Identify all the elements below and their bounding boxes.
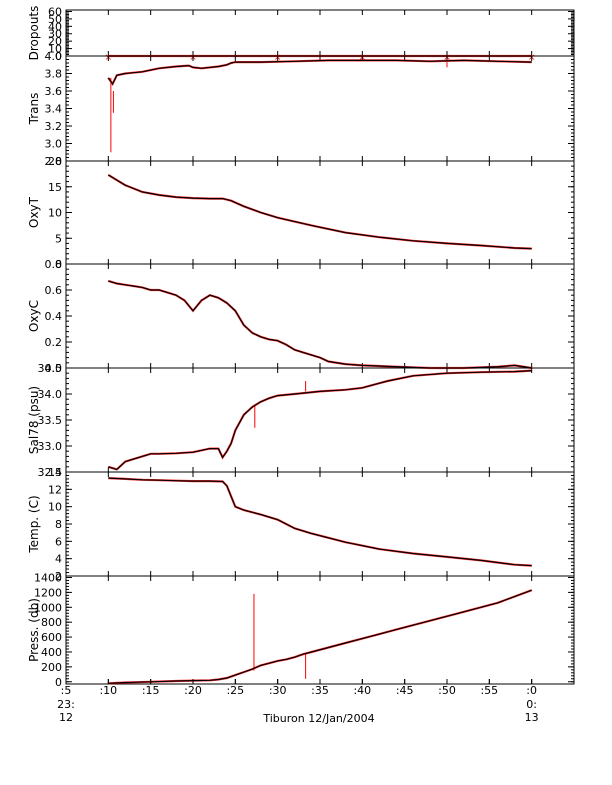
y-tick-label: 60 [48, 5, 62, 18]
x-tick-label: :40 [353, 684, 371, 697]
x-tick-label: :30 [269, 684, 287, 697]
y-tick-label: 4 [55, 553, 62, 566]
y-axis-label: OxyC [27, 300, 41, 332]
x-tick-label: :45 [396, 684, 414, 697]
y-tick-label: 6 [55, 535, 62, 548]
y-tick-label: 40 [48, 20, 62, 33]
y-tick-label: 0.8 [45, 258, 63, 271]
y-tick-label: 200 [41, 661, 62, 674]
raw-trace [107, 369, 532, 471]
y-tick-label: 3.6 [45, 85, 63, 98]
y-tick-label: 50 [48, 13, 62, 26]
y-tick-label: 33.0 [38, 440, 63, 453]
y-tick-label: 10 [48, 207, 62, 220]
hour-sub-label: 13 [525, 711, 539, 724]
y-tick-label: 1400 [34, 571, 62, 584]
series-line [107, 59, 532, 86]
x-tick-label: :50 [438, 684, 456, 697]
hour-sub-label: 12 [59, 711, 73, 724]
panel-5: 32.5 33.0 33.5 34.0 34.5 Sal78 (psu) [27, 362, 575, 479]
x-tick-label: :10 [99, 684, 117, 697]
y-tick-label: 0 [55, 50, 62, 63]
y-axis-label: Trans [27, 93, 41, 126]
series-line [108, 280, 532, 369]
y-tick-label: 15 [48, 181, 62, 194]
x-tick-label: :15 [142, 684, 160, 697]
x-tick-label: :0 [526, 684, 537, 697]
raw-trace [108, 589, 533, 685]
y-axis-label: Sal78 (psu) [27, 386, 41, 454]
y-tick-label: 0 [55, 676, 62, 689]
x-tick-label: :5 [61, 684, 72, 697]
y-tick-label: 8 [55, 518, 62, 531]
series-line [108, 589, 532, 684]
y-tick-label: 1200 [34, 586, 62, 599]
x-tick-label: :25 [226, 684, 244, 697]
y-tick-label: 600 [41, 631, 62, 644]
raw-trace [107, 173, 532, 250]
y-tick-label: 2 [55, 570, 62, 583]
y-tick-label: 34.5 [38, 362, 63, 375]
y-axis-label: Dropouts [27, 6, 41, 61]
y-tick-label: 14 [48, 466, 62, 479]
y-tick-label: 3.0 [45, 138, 63, 151]
y-tick-label: 10 [48, 501, 62, 514]
y-tick-label: 3.8 [45, 68, 63, 81]
y-tick-label: 32.5 [38, 466, 63, 479]
panel-7: 0 200 400 600 800 1000 1200 1400 Press. (db) [27, 571, 575, 689]
y-tick-label: 0.4 [45, 310, 63, 323]
y-tick-label: 12 [48, 483, 62, 496]
y-tick-label: 0.2 [45, 336, 63, 349]
chart-caption: Tiburon 12/Jan/2004 [262, 712, 374, 725]
y-tick-label: 3.4 [45, 103, 63, 116]
y-tick-label: 0 [55, 258, 62, 271]
panel-3: 0 5 10 15 20 OxyT [27, 155, 575, 271]
hour-label: 23: [57, 698, 75, 711]
y-tick-label: 4.0 [45, 50, 63, 63]
panel-frame [65, 575, 575, 685]
y-tick-label: 5 [55, 232, 62, 245]
y-tick-label: 34.0 [38, 388, 63, 401]
x-tick-label: :55 [480, 684, 498, 697]
panel-frame [65, 263, 575, 369]
y-axis-label: Temp. (C) [27, 495, 41, 553]
y-axis-label: OxyT [27, 196, 41, 228]
panel-2: 2.8 3.0 3.2 3.4 3.6 3.8 4.0 Trans [27, 50, 575, 168]
y-tick-label: 10 [48, 43, 62, 56]
panel-4: 0.0 0.2 0.4 0.6 0.8 OxyC [27, 258, 575, 375]
raw-trace [107, 59, 532, 87]
series-line [108, 370, 532, 471]
y-tick-label: 30 [48, 28, 62, 41]
panel-frame [65, 9, 575, 57]
raw-trace [108, 477, 532, 567]
x-axis: :5 :10 :15 :20 :25 :30 :35 :40 :45 :50 :55 :0 23:12 0… [57, 679, 539, 724]
y-tick-label: 20 [48, 35, 62, 48]
panel-frame [65, 160, 575, 265]
chart-panels: 0102030405060Dropouts××××××2.83.03.23.43… [27, 5, 575, 689]
panel-6: 2 4 6 8 10 12 14 Temp. (C) [27, 466, 575, 583]
hour-label: 0: [526, 698, 537, 711]
y-tick-label: 0.6 [45, 284, 63, 297]
y-axis-label: Press. (db) [27, 598, 41, 662]
y-tick-label: 20 [48, 155, 62, 168]
series-line [107, 174, 532, 250]
x-tick-label: :35 [311, 684, 329, 697]
y-tick-label: 1000 [34, 601, 62, 614]
y-tick-label: 33.5 [38, 414, 63, 427]
y-tick-label: 800 [41, 616, 62, 629]
x-tick-label: :20 [184, 684, 202, 697]
panel-frame [65, 471, 575, 577]
y-tick-label: 0.0 [45, 362, 63, 375]
y-tick-label: 400 [41, 646, 62, 659]
series-line [108, 477, 532, 567]
y-tick-label: 3.2 [45, 120, 63, 133]
y-tick-label: 2.8 [45, 155, 63, 168]
